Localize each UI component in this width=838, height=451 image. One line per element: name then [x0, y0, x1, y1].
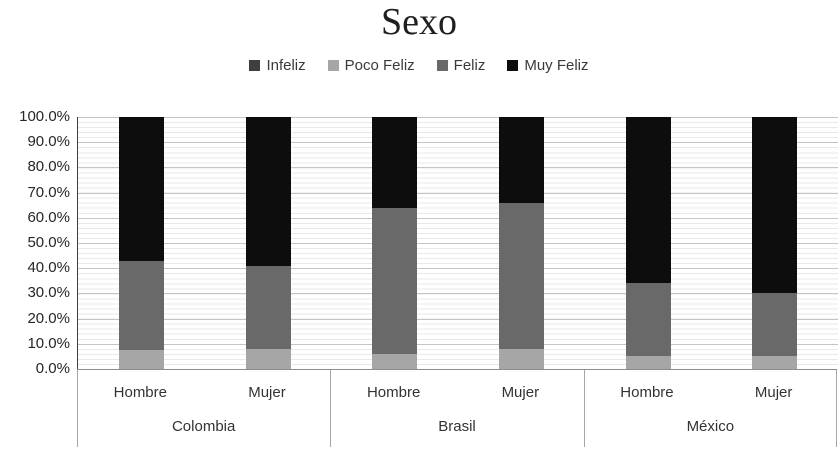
bar-segment-muy-feliz: [625, 117, 671, 284]
stacked-bar-brasil-mujer: [498, 117, 544, 369]
x-group-label-colombia: Colombia: [171, 418, 236, 435]
y-tick-label: 100.0%: [19, 108, 70, 125]
category-divider: [583, 370, 585, 447]
y-tick-label: 20.0%: [27, 309, 70, 327]
legend-item-muy-feliz: Muy Feliz: [507, 57, 589, 74]
x-sub-label-mujer: Mujer: [501, 384, 540, 401]
stacked-bar-brasil-hombre: [372, 117, 418, 369]
bar-segment-poco-feliz: [118, 350, 164, 369]
x-sub-label-hombre: Hombre: [113, 384, 167, 401]
gridline-major: [78, 243, 838, 244]
bar-segment-poco-feliz: [245, 348, 291, 369]
bar-segment-muy-feliz: [245, 117, 291, 266]
bar-segment-feliz: [625, 283, 671, 357]
legend-item-feliz: Feliz: [436, 57, 486, 74]
category-axis: Hombre Mujer Colombia Hombre Mujer Brasil Homb…: [77, 369, 837, 447]
gridline-major: [78, 117, 838, 118]
legend-item-poco-feliz: Poco Feliz: [327, 57, 415, 74]
y-tick-label: 90.0%: [27, 133, 70, 151]
chart-title: Sexo: [381, 1, 457, 43]
x-sub-label-hombre: Hombre: [620, 384, 674, 401]
y-tick-label: 40.0%: [27, 259, 70, 277]
category-divider: [330, 370, 332, 447]
x-sub-label-mujer: Mujer: [754, 384, 793, 401]
bar-segment-muy-feliz: [118, 117, 164, 261]
gridline-major: [78, 167, 838, 169]
bar-segment-feliz: [498, 202, 544, 349]
legend-label: Infeliz: [266, 57, 306, 74]
x-sub-label-mujer: Mujer: [248, 384, 286, 401]
bar-segment-feliz: [752, 293, 798, 357]
plot-area: [77, 117, 838, 369]
stacked-bar-colombia-hombre: [118, 117, 164, 369]
y-tick-label: 30.0%: [27, 284, 70, 302]
bar-segment-muy-feliz: [752, 117, 798, 294]
bar-segment-muy-feliz: [498, 117, 544, 203]
legend-label: Poco Feliz: [344, 57, 415, 74]
y-tick-label: 60.0%: [27, 208, 70, 226]
stacked-bar-méxico-hombre: [625, 117, 671, 369]
legend-label: Feliz: [453, 57, 486, 74]
x-group-label-brasil: Brasil: [438, 418, 476, 435]
gridline-major: [78, 343, 838, 345]
bar-segment-poco-feliz: [752, 356, 798, 369]
gridline-major: [78, 318, 838, 320]
bar-segment-feliz: [118, 260, 164, 351]
category-divider: [77, 370, 78, 447]
gridline-major: [78, 217, 838, 219]
legend-item-infeliz: Infeliz: [249, 57, 306, 74]
category-divider: [836, 370, 837, 447]
y-tick-label: 70.0%: [27, 183, 70, 201]
y-tick-label: 10.0%: [27, 334, 70, 352]
bar-segment-poco-feliz: [498, 348, 544, 369]
stacked-bar-méxico-mujer: [752, 117, 798, 369]
y-tick-label: 80.0%: [27, 158, 70, 176]
gridline-major: [78, 142, 838, 144]
legend-swatch-icon: [436, 60, 448, 71]
legend-swatch-icon: [327, 60, 339, 71]
legend-swatch-icon: [249, 60, 261, 71]
x-group-label-mexico: México: [686, 418, 735, 435]
legend-swatch-icon: [507, 60, 519, 71]
gridline-major: [78, 293, 838, 295]
stacked-bar-colombia-mujer: [245, 117, 291, 369]
gridline-major: [78, 268, 838, 270]
x-sub-label-hombre: Hombre: [366, 384, 421, 401]
y-tick-label: 50.0%: [27, 234, 70, 251]
bar-segment-poco-feliz: [625, 356, 671, 369]
gridline-major: [78, 192, 838, 194]
y-tick-label: 0.0%: [35, 360, 70, 377]
legend-label: Muy Feliz: [524, 57, 589, 74]
bar-segment-poco-feliz: [372, 353, 418, 369]
bar-segment-feliz: [245, 265, 291, 349]
bar-segment-muy-feliz: [372, 117, 418, 208]
bar-segment-feliz: [372, 207, 418, 354]
legend: Infeliz Poco Feliz Feliz Muy Feliz: [0, 57, 838, 74]
